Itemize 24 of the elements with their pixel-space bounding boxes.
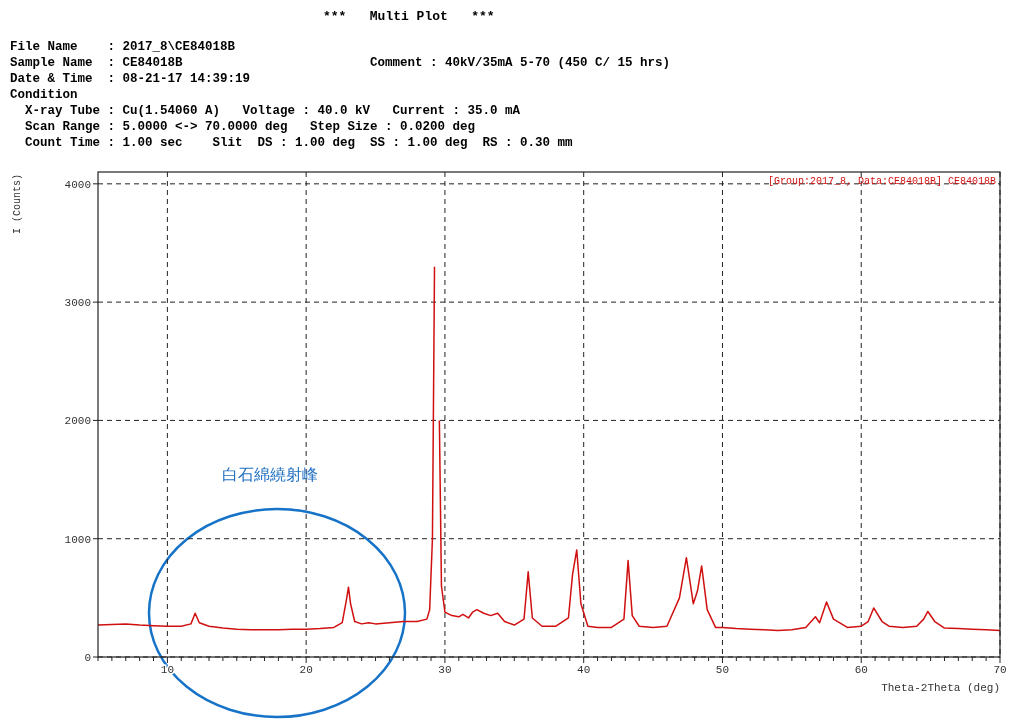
x-tick-label: 50 — [715, 664, 730, 676]
x-axis-title: Theta-2Theta (deg) — [881, 682, 1000, 694]
text: Condition — [10, 88, 78, 102]
text: Sample Name : CE84018B — [10, 56, 184, 70]
text: Date & Time : 08-21-17 14:39:19 — [10, 72, 251, 86]
y-tick-label: 0 — [84, 652, 91, 664]
x-tick-label: 70 — [993, 664, 1007, 676]
y-tick-label: 1000 — [64, 533, 91, 546]
x-tick-label: 30 — [438, 664, 452, 676]
text: Count Time : 1.00 sec Slit DS : 1.00 deg SS : 1.00 deg RS : 0.30 mm — [10, 136, 574, 150]
y-axis-title: I (Counts) — [12, 173, 23, 235]
x-tick-label: 60 — [854, 664, 868, 676]
text: [Group:2017_8, Data:CE84018B] CE84018B — [767, 176, 996, 187]
x-tick-label: 20 — [299, 664, 313, 676]
text: X-ray Tube : Cu(1.54060 A) Voltage : 40.0 kV Current : 35.0 mA — [10, 104, 521, 118]
text: Comment : 40kV/35mA 5-70 (450 C/ 15 hrs) — [370, 56, 671, 70]
y-tick-label: 2000 — [64, 415, 91, 428]
y-tick-label: 3000 — [64, 297, 91, 310]
text: File Name : 2017_8\CE84018B — [10, 40, 236, 54]
x-tick-label: 40 — [577, 664, 591, 676]
annotation: 白石綿繞射峰 — [222, 465, 318, 484]
chart-title: *** Multi Plot *** — [323, 9, 495, 24]
y-tick-label: 4000 — [64, 178, 91, 191]
text: Scan Range : 5.0000 <-> 70.0000 deg Step Size : 0.0200 deg — [10, 120, 476, 134]
